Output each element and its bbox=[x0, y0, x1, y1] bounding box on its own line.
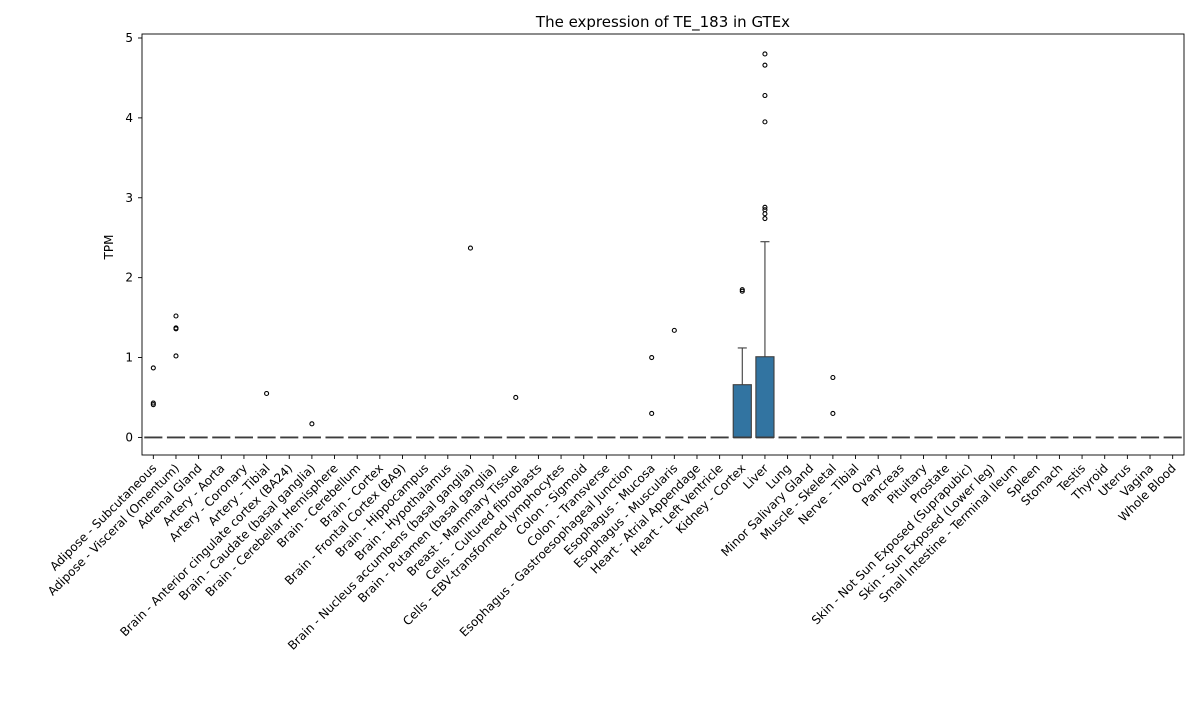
outlier-point bbox=[649, 410, 655, 417]
outlier-point bbox=[173, 313, 179, 319]
box-body bbox=[755, 356, 775, 438]
outlier-point bbox=[264, 390, 270, 397]
y-tick-label: 5 bbox=[125, 31, 133, 45]
outlier-point bbox=[150, 365, 156, 371]
box-group bbox=[461, 245, 480, 439]
box-group bbox=[144, 365, 163, 439]
y-tick-label: 1 bbox=[125, 351, 133, 365]
box-group bbox=[665, 327, 684, 439]
box-group bbox=[257, 390, 276, 439]
outlier-point bbox=[150, 400, 156, 406]
outlier-point bbox=[173, 353, 179, 359]
outlier-point bbox=[173, 326, 179, 332]
outlier-point bbox=[513, 394, 519, 401]
box-body bbox=[732, 384, 752, 438]
box-group bbox=[732, 287, 752, 439]
outlier-point bbox=[467, 245, 474, 251]
outlier-point bbox=[739, 287, 745, 293]
y-tick-label: 0 bbox=[125, 430, 133, 444]
outlier-point bbox=[762, 51, 768, 57]
outlier-point bbox=[762, 211, 768, 217]
outlier-point bbox=[150, 402, 156, 408]
box-group bbox=[755, 51, 775, 439]
outlier-point bbox=[762, 215, 768, 222]
box-group bbox=[506, 394, 525, 439]
y-tick-label: 3 bbox=[125, 191, 133, 205]
outlier-point bbox=[762, 204, 768, 210]
y-axis-label: TPM bbox=[102, 235, 116, 261]
x-tick-label: Adipose - Visceral (Omentum) bbox=[45, 461, 182, 598]
box-group bbox=[642, 354, 661, 439]
box-group bbox=[166, 313, 186, 439]
outlier-point bbox=[671, 327, 677, 333]
outlier-point bbox=[830, 374, 836, 381]
outlier-point bbox=[649, 354, 655, 361]
chart-title: The expression of TE_183 in GTEx bbox=[535, 13, 790, 32]
y-tick-label: 4 bbox=[125, 111, 133, 125]
outlier-point bbox=[762, 92, 768, 99]
box-group bbox=[823, 374, 842, 439]
plot-frame bbox=[141, 33, 1185, 456]
x-tick-label: Liver bbox=[740, 461, 771, 492]
outlier-point bbox=[739, 288, 745, 294]
y-tick-label: 2 bbox=[125, 271, 133, 285]
outlier-point bbox=[762, 62, 768, 68]
outlier-point bbox=[762, 119, 768, 125]
outlier-point bbox=[309, 421, 315, 427]
box-group bbox=[302, 421, 321, 439]
outlier-point bbox=[830, 410, 836, 417]
